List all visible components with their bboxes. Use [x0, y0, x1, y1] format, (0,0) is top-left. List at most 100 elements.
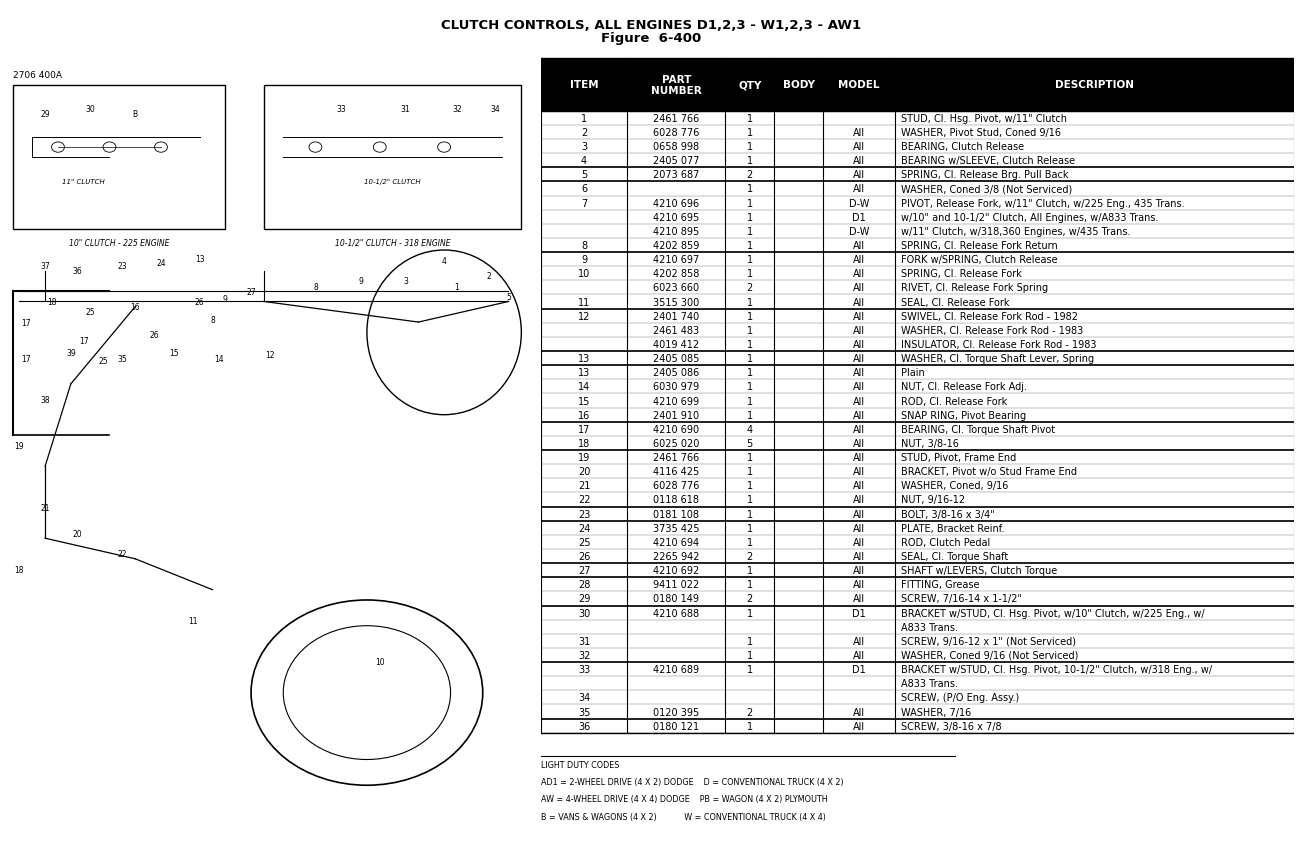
- Text: 1: 1: [747, 269, 753, 279]
- Text: 1: 1: [747, 579, 753, 590]
- Text: 20: 20: [73, 529, 82, 538]
- Text: 1: 1: [747, 452, 753, 463]
- Text: INSULATOR, Cl. Release Fork Rod - 1983: INSULATOR, Cl. Release Fork Rod - 1983: [900, 340, 1096, 349]
- Text: WASHER, Coned 3/8 (Not Serviced): WASHER, Coned 3/8 (Not Serviced): [900, 184, 1072, 194]
- Text: 22: 22: [577, 495, 590, 505]
- Text: 27: 27: [577, 566, 590, 575]
- Text: 13: 13: [194, 255, 205, 263]
- Text: 1: 1: [747, 566, 753, 575]
- Text: 1: 1: [747, 199, 753, 209]
- Text: All: All: [853, 509, 865, 519]
- Text: 2401 910: 2401 910: [653, 410, 700, 420]
- Text: 1: 1: [747, 325, 753, 336]
- Text: 2265 942: 2265 942: [653, 551, 700, 561]
- Text: 11" CLUTCH: 11" CLUTCH: [63, 179, 106, 185]
- Text: 32: 32: [577, 650, 590, 660]
- Text: STUD, Pivot, Frame End: STUD, Pivot, Frame End: [900, 452, 1016, 463]
- Text: CLUTCH CONTROLS, ALL ENGINES D1,2,3 - W1,2,3 - AW1: CLUTCH CONTROLS, ALL ENGINES D1,2,3 - W1…: [442, 19, 861, 32]
- Text: 3515 300: 3515 300: [653, 297, 700, 308]
- Text: 0181 108: 0181 108: [653, 509, 700, 519]
- Text: 14: 14: [579, 382, 590, 392]
- Text: BEARING w/SLEEVE, Clutch Release: BEARING w/SLEEVE, Clutch Release: [900, 156, 1075, 166]
- Text: 17: 17: [79, 337, 89, 345]
- Text: D-W: D-W: [848, 227, 869, 237]
- Text: w/11" Clutch, w/318,360 Engines, w/435 Trans.: w/11" Clutch, w/318,360 Engines, w/435 T…: [900, 227, 1130, 237]
- Text: All: All: [853, 297, 865, 308]
- Text: All: All: [853, 325, 865, 336]
- Text: 2706 400A: 2706 400A: [13, 71, 63, 80]
- Text: SHAFT w/LEVERS, Clutch Torque: SHAFT w/LEVERS, Clutch Torque: [900, 566, 1057, 575]
- Text: 28: 28: [577, 579, 590, 590]
- Bar: [265, 86, 521, 230]
- Text: MODEL: MODEL: [838, 80, 880, 90]
- Text: BRACKET, Pivot w/o Stud Frame End: BRACKET, Pivot w/o Stud Frame End: [900, 467, 1076, 476]
- Text: DESCRIPTION: DESCRIPTION: [1055, 80, 1134, 90]
- Text: 1: 1: [747, 227, 753, 237]
- Text: WASHER, 7/16: WASHER, 7/16: [900, 706, 971, 717]
- Text: 10-1/2" CLUTCH: 10-1/2" CLUTCH: [365, 179, 421, 185]
- Text: 18: 18: [14, 565, 25, 574]
- Text: 1: 1: [747, 665, 753, 674]
- Text: 4202 858: 4202 858: [653, 269, 700, 279]
- Text: ITEM: ITEM: [569, 80, 598, 90]
- Text: BOLT, 3/8-16 x 3/4": BOLT, 3/8-16 x 3/4": [900, 509, 994, 519]
- Text: STUD, Cl. Hsg. Pivot, w/11" Clutch: STUD, Cl. Hsg. Pivot, w/11" Clutch: [900, 113, 1067, 124]
- Text: Plain: Plain: [900, 368, 925, 377]
- Text: 29: 29: [577, 594, 590, 604]
- Text: 1: 1: [747, 128, 753, 138]
- Text: 10-1/2" CLUTCH - 318 ENGINE: 10-1/2" CLUTCH - 318 ENGINE: [335, 239, 451, 247]
- Text: 0658 998: 0658 998: [653, 142, 700, 152]
- Text: All: All: [853, 283, 865, 293]
- Text: 1: 1: [747, 382, 753, 392]
- Text: FORK w/SPRING, Clutch Release: FORK w/SPRING, Clutch Release: [900, 255, 1057, 265]
- Text: SNAP RING, Pivot Bearing: SNAP RING, Pivot Bearing: [900, 410, 1025, 420]
- Text: 19: 19: [579, 452, 590, 463]
- Text: 1: 1: [747, 311, 753, 321]
- Text: All: All: [853, 594, 865, 604]
- Text: All: All: [853, 566, 865, 575]
- Text: 2405 086: 2405 086: [653, 368, 700, 377]
- Text: 12: 12: [577, 311, 590, 321]
- Text: 32: 32: [452, 105, 461, 114]
- Text: All: All: [853, 495, 865, 505]
- Text: All: All: [853, 269, 865, 279]
- Text: 6028 776: 6028 776: [653, 481, 700, 491]
- Text: 4: 4: [581, 156, 588, 166]
- Text: SPRING, Cl. Release Brg. Pull Back: SPRING, Cl. Release Brg. Pull Back: [900, 170, 1068, 180]
- Text: 11: 11: [189, 616, 198, 625]
- Text: 16: 16: [579, 410, 590, 420]
- Text: 23: 23: [577, 509, 590, 519]
- Text: 2: 2: [747, 706, 753, 717]
- Text: 10: 10: [375, 658, 384, 666]
- Text: 1: 1: [747, 156, 753, 166]
- Text: FITTING, Grease: FITTING, Grease: [900, 579, 980, 590]
- Text: WASHER, Cl. Torque Shaft Lever, Spring: WASHER, Cl. Torque Shaft Lever, Spring: [900, 354, 1093, 364]
- Text: 26: 26: [577, 551, 590, 561]
- Text: WASHER, Cl. Release Fork Rod - 1983: WASHER, Cl. Release Fork Rod - 1983: [900, 325, 1083, 336]
- Text: 0180 149: 0180 149: [653, 594, 700, 604]
- Text: 2: 2: [581, 128, 588, 138]
- Text: ROD, Cl. Release Fork: ROD, Cl. Release Fork: [900, 396, 1007, 406]
- Text: SPRING, Cl. Release Fork Return: SPRING, Cl. Release Fork Return: [900, 241, 1058, 250]
- Text: 6023 660: 6023 660: [653, 283, 700, 293]
- Text: 33: 33: [579, 665, 590, 674]
- Text: 23: 23: [117, 262, 128, 271]
- Text: 1: 1: [747, 607, 753, 618]
- Text: 4202 859: 4202 859: [653, 241, 700, 250]
- Text: All: All: [853, 142, 865, 152]
- Text: All: All: [853, 170, 865, 180]
- Text: 0118 618: 0118 618: [653, 495, 700, 505]
- Text: All: All: [853, 452, 865, 463]
- Text: 1: 1: [747, 241, 753, 250]
- Text: 2461 483: 2461 483: [653, 325, 700, 336]
- Text: 1: 1: [747, 636, 753, 646]
- Text: ROD, Clutch Pedal: ROD, Clutch Pedal: [900, 538, 990, 547]
- Text: All: All: [853, 538, 865, 547]
- Text: 4210 692: 4210 692: [653, 566, 700, 575]
- Text: 29: 29: [40, 110, 50, 119]
- Text: All: All: [853, 311, 865, 321]
- Text: 26: 26: [194, 297, 205, 307]
- Text: 20: 20: [577, 467, 590, 476]
- Text: 35: 35: [117, 354, 128, 363]
- Text: SWIVEL, Cl. Release Fork Rod - 1982: SWIVEL, Cl. Release Fork Rod - 1982: [900, 311, 1078, 321]
